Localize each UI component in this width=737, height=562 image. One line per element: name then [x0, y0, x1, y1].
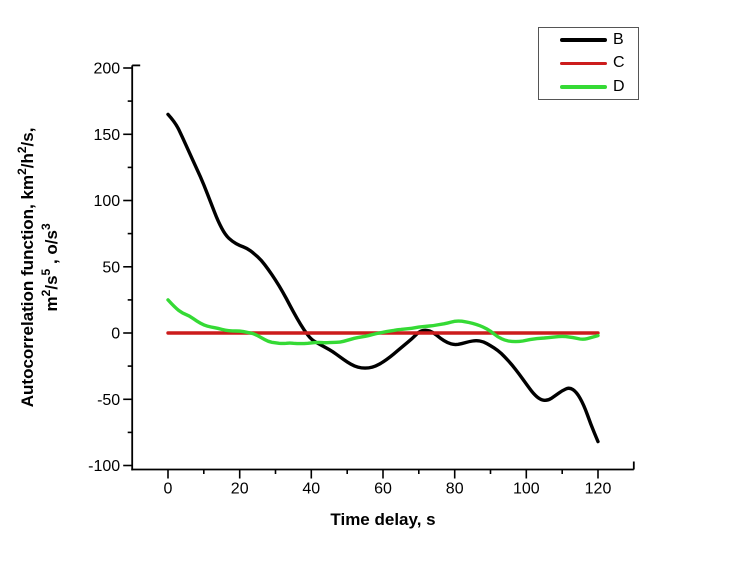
y-tick-label: 0 [111, 326, 120, 343]
y-tick-label: 50 [102, 259, 120, 276]
series-B-line [166, 112, 600, 444]
axes [131, 64, 635, 471]
legend-label-d: D [613, 78, 625, 96]
legend-item-c: C [539, 52, 638, 74]
x-tick-label: 80 [446, 481, 464, 498]
y-axis-title-line-2: m2/s5 , o/s3 [39, 223, 61, 311]
x-tick-label: 100 [513, 481, 540, 498]
legend-line-sample-d [560, 85, 607, 89]
x-tick-label: 40 [302, 481, 320, 498]
x-axis-title: Time delay, s [330, 510, 435, 529]
y-axis-title-line-1: Autocorrelation function, km2/h2/s, [15, 128, 37, 408]
legend: B C D [538, 27, 639, 100]
x-tick-label: 0 [164, 481, 173, 498]
legend-line-sample-c [560, 61, 607, 66]
legend-item-b: B [539, 29, 638, 51]
y-tick-label: -50 [97, 392, 120, 409]
y-tick-label: 100 [93, 193, 120, 210]
ticks [123, 67, 599, 479]
x-tick-label: 60 [374, 481, 392, 498]
tick-labels: 200 150 100 50 0 -50 -100 0 20 40 60 80 100 120 [88, 61, 611, 498]
series-D-line [166, 298, 600, 346]
y-tick-label: -100 [88, 458, 120, 475]
x-tick-label: 120 [585, 481, 612, 498]
legend-line-sample-b [560, 38, 607, 42]
legend-label-c: C [613, 54, 625, 72]
y-tick-label: 200 [93, 61, 120, 78]
legend-item-d: D [539, 76, 638, 98]
x-tick-label: 20 [231, 481, 249, 498]
legend-label-b: B [613, 30, 624, 48]
y-tick-label: 150 [93, 127, 120, 144]
